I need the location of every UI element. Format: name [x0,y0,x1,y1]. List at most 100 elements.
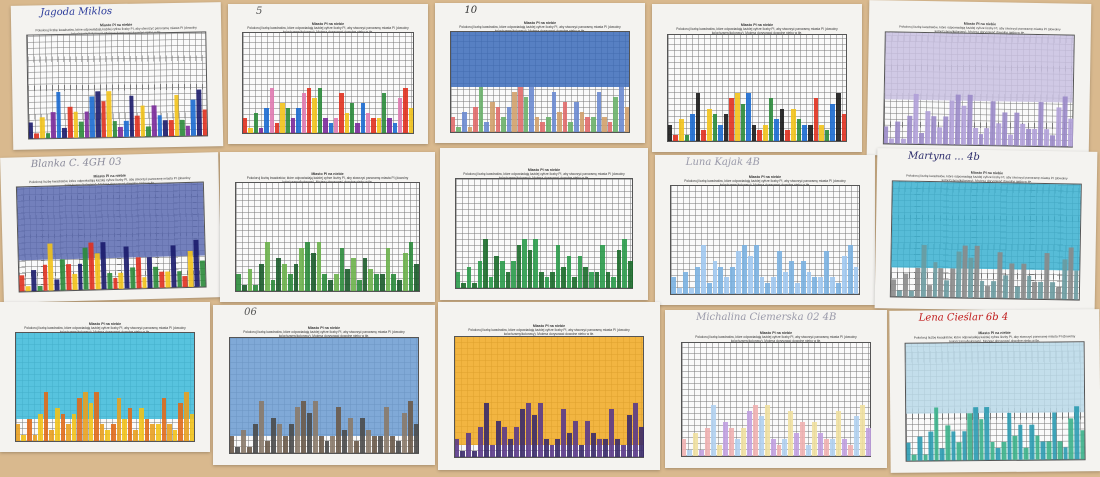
student-handwriting: Blanka C. 4GH 03 [30,156,122,171]
pi-digit-bar [730,266,736,294]
pi-digit-bar [1008,134,1014,146]
pi-digit-bar [533,239,538,289]
pi-digit-bar [627,261,633,289]
pi-digit-bar [608,409,614,458]
pi-digit-bar [678,119,684,141]
pi-digit-bar [355,123,360,134]
pi-digit-bar [112,278,118,289]
pi-digit-bar [312,401,318,453]
pi-digit-bar [978,134,984,146]
pi-digit-bar [591,433,597,458]
pi-digit-bar [590,117,596,133]
pi-digit-bar [128,95,135,137]
worksheet-title: Miasto PI na niebie [523,21,557,26]
pi-digit-bar [511,261,516,289]
pi-digit-bar [706,282,712,294]
pi-digit-bar [759,277,765,294]
worksheet: Miasto PI na niebie Pokoloruj liczbę kwa… [440,148,648,300]
pi-digit-bar [800,421,806,456]
pi-skyline [17,183,206,292]
pi-digit-bar [901,138,907,144]
pi-digit-bar [585,117,590,133]
pi-digit-bar [322,274,328,291]
pi-digit-bar [49,429,54,441]
pi-digit-bar [962,430,967,460]
pi-digit-bar [282,263,287,291]
pi-digit-bar [741,245,747,294]
pi-digit-bar [395,441,401,453]
pi-skyline [455,179,633,289]
student-handwriting: 5 [256,6,263,17]
colored-grid [453,335,645,459]
pi-digit-bar [926,285,932,297]
pi-digit-bar [824,130,830,141]
pi-digit-bar [288,424,294,453]
pi-digit-bar [139,408,144,441]
pi-digit-bar [88,242,95,290]
pi-digit-bar [966,94,973,146]
pi-digit-bar [747,255,753,294]
pi-digit-bar [179,120,185,136]
worksheet-header: Miasto PI na niebie Pokoloruj liczbę kwa… [454,324,645,336]
pi-digit-bar [1040,441,1046,460]
pi-digit-bar [374,274,379,291]
pi-digit-bar [1038,281,1044,299]
pi-digit-bar [788,410,794,456]
pi-digit-bar [939,448,945,461]
pi-digit-bar [94,252,101,290]
worksheet-instructions: Pokoloruj liczbę kwadratów, które odpowi… [243,329,405,338]
worksheet-header: Miasto PI na niebie Pokoloruj liczbę kwa… [681,331,872,343]
pi-digit-bar [1055,107,1062,147]
worksheet-title: Miasto PI na niebie [759,330,793,335]
pi-digit-bar [770,438,776,456]
pi-digit-bar [835,410,841,456]
pi-digit-bar [291,118,296,134]
worksheet-instructions: Pokoloruj liczbę kwadratów, które odpowi… [695,334,857,343]
pi-digit-bar [376,118,381,134]
pi-digit-bar [914,267,921,297]
worksheet: 06 Miasto PI na niebie Pokoloruj liczbę … [213,305,435,465]
pi-digit-bar [271,418,277,453]
worksheet-header: Miasto PI na niebie Pokoloruj liczbę kwa… [15,322,196,334]
pi-digit-bar [466,433,472,458]
pi-digit-bar [923,454,928,461]
pi-digit-bar [153,266,159,288]
pi-skyline [15,333,195,441]
worksheet-header: Miasto PI na niebie Pokoloruj liczbę kwa… [667,23,848,35]
pi-digit-bar [687,450,693,456]
pi-digit-bar [841,114,847,141]
pi-digit-bar [689,288,694,294]
colored-grid [666,33,848,142]
pi-digit-bar [408,108,413,134]
pi-digit-bar [305,242,310,291]
pi-digit-bar [88,402,94,441]
pi-digit-bar [50,112,56,139]
pi-digit-bar [568,122,574,133]
pi-digit-bar [602,117,607,133]
pi-digit-bar [130,267,136,289]
pi-digit-bar [534,117,540,133]
pi-digit-bar [241,429,247,453]
pi-digit-bar [585,421,591,458]
pi-digit-bar [518,87,523,133]
pi-digit-bar [77,397,82,441]
pi-digit-bar [990,442,996,460]
pi-digit-bar [555,439,561,458]
pi-digit-bar [549,445,555,458]
pi-digit-bar [1020,263,1026,299]
pi-digit-bar [71,413,77,441]
pi-digit-bar [594,272,600,289]
colored-grid [890,180,1082,301]
pi-digit-bar [734,438,740,456]
pi-digit-bar [253,285,259,291]
pi-digit-bar [824,438,829,456]
pi-digit-bar [391,274,397,291]
worksheet-instructions: Pokoloruj liczbę kwadratów, które odpowi… [246,175,409,184]
pi-digit-bar [176,271,183,288]
pi-digit-bar [1073,270,1079,300]
pi-digit-bar [392,123,397,134]
pi-digit-bar [783,272,788,294]
pi-digit-bar [936,127,943,145]
worksheet-instructions: Pokoloruj liczbę kwadratów, które odpowi… [24,325,186,334]
pi-digit-bar [248,128,253,134]
